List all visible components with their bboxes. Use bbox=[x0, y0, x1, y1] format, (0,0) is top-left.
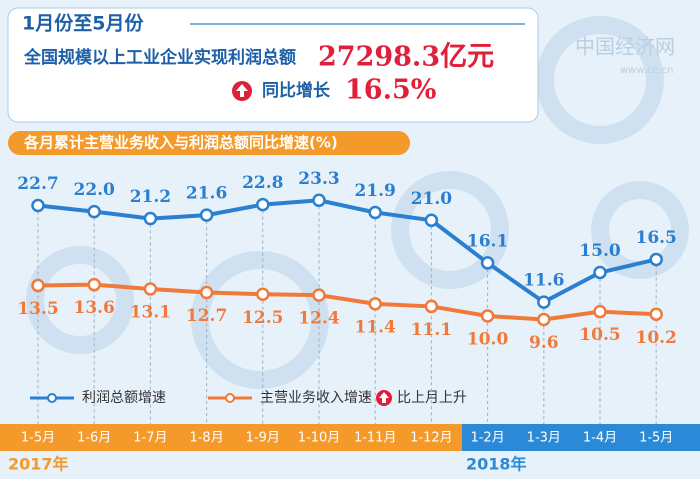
point bbox=[143, 282, 158, 296]
point bbox=[256, 197, 270, 212]
x-tick-label: 1-8月 bbox=[189, 431, 223, 446]
point bbox=[537, 295, 551, 309]
year-label: 2018年 bbox=[466, 455, 527, 474]
watermark-url: www.ce.cn bbox=[620, 65, 673, 76]
point bbox=[312, 193, 326, 208]
legend-marker bbox=[47, 393, 57, 403]
legend-label: 主营业务收入增速 bbox=[260, 390, 372, 406]
chart-title-bar bbox=[8, 131, 410, 155]
point bbox=[537, 312, 551, 327]
x-tick-label: 1-5月 bbox=[639, 431, 673, 446]
x-tick-label: 1-6月 bbox=[77, 431, 111, 446]
profit-label: 全国规模以上工业企业实现利润总额 bbox=[23, 47, 296, 68]
point bbox=[87, 204, 101, 219]
value-label: 16.5 bbox=[635, 228, 676, 248]
period: 1月份至5月份 bbox=[22, 12, 144, 35]
value-label: 13.5 bbox=[17, 299, 58, 319]
value-label: 21.6 bbox=[186, 184, 227, 204]
value-label: 11.1 bbox=[411, 320, 452, 340]
x-tick-label: 1-12月 bbox=[410, 431, 453, 446]
value-label: 23.3 bbox=[298, 169, 339, 189]
year-band-2018 bbox=[462, 424, 700, 451]
point bbox=[593, 265, 607, 280]
legend-marker bbox=[225, 393, 235, 403]
point bbox=[256, 287, 270, 301]
header-box bbox=[7, 7, 539, 123]
value-label: 13.1 bbox=[130, 303, 171, 323]
value-label: 11.6 bbox=[523, 271, 564, 291]
value-label: 15.0 bbox=[579, 241, 621, 261]
value-label: 12.4 bbox=[298, 309, 340, 329]
point bbox=[593, 304, 607, 319]
value-label: 10.0 bbox=[467, 330, 509, 350]
point bbox=[480, 256, 495, 270]
growth-label: 同比增长 bbox=[262, 80, 331, 101]
point bbox=[199, 285, 214, 300]
point bbox=[31, 278, 45, 293]
point bbox=[87, 277, 101, 292]
x-tick-label: 1-5月 bbox=[21, 431, 55, 446]
point bbox=[143, 211, 158, 226]
x-tick-label: 1-9月 bbox=[246, 431, 280, 446]
value-label: 21.9 bbox=[354, 181, 395, 201]
profit-value: 27298.3亿元 bbox=[318, 42, 494, 73]
x-tick-label: 1-11月 bbox=[354, 431, 397, 446]
growth-value: 16.5% bbox=[345, 75, 436, 106]
series-line bbox=[37, 198, 657, 305]
point bbox=[424, 299, 439, 314]
x-tick-label: 1-3月 bbox=[527, 431, 561, 446]
value-label: 12.5 bbox=[242, 308, 283, 328]
x-tick-label: 1-7月 bbox=[133, 431, 167, 446]
watermark-name: 中国经济网 bbox=[575, 35, 675, 59]
chart-title: 各月累计主营业务收入与利润总额同比增速(%) bbox=[23, 134, 338, 152]
year-band-2017 bbox=[0, 424, 462, 451]
value-label: 21.0 bbox=[411, 189, 453, 209]
up-arrow bbox=[236, 84, 248, 97]
year-label: 2017年 bbox=[8, 455, 69, 474]
point bbox=[649, 307, 663, 322]
value-label: 12.7 bbox=[186, 306, 227, 326]
point bbox=[31, 198, 45, 213]
value-label: 13.6 bbox=[73, 298, 114, 318]
value-label: 10.5 bbox=[579, 325, 620, 345]
x-tick-label: 1-4月 bbox=[583, 431, 617, 446]
value-label: 10.2 bbox=[635, 328, 676, 348]
series-line bbox=[37, 282, 657, 322]
value-label: 21.2 bbox=[130, 187, 171, 207]
value-label: 9.6 bbox=[529, 333, 559, 353]
legend-label: 比上月上升 bbox=[397, 390, 467, 406]
legend-label: 利润总额增速 bbox=[82, 390, 166, 406]
value-label: 22.0 bbox=[73, 180, 115, 200]
point bbox=[199, 208, 214, 222]
x-tick-label: 1-2月 bbox=[470, 431, 504, 446]
point bbox=[368, 205, 382, 220]
value-label: 11.4 bbox=[354, 317, 396, 337]
legend-up-arrow bbox=[379, 392, 389, 403]
point bbox=[424, 213, 439, 228]
value-label: 22.8 bbox=[242, 173, 283, 193]
point bbox=[368, 297, 382, 311]
x-tick-label: 1-10月 bbox=[298, 431, 341, 446]
point bbox=[480, 309, 495, 323]
value-label: 16.1 bbox=[467, 231, 508, 251]
value-label: 22.7 bbox=[17, 174, 58, 194]
point bbox=[649, 252, 663, 267]
gear-decoration bbox=[26, 16, 689, 389]
point bbox=[312, 288, 326, 302]
